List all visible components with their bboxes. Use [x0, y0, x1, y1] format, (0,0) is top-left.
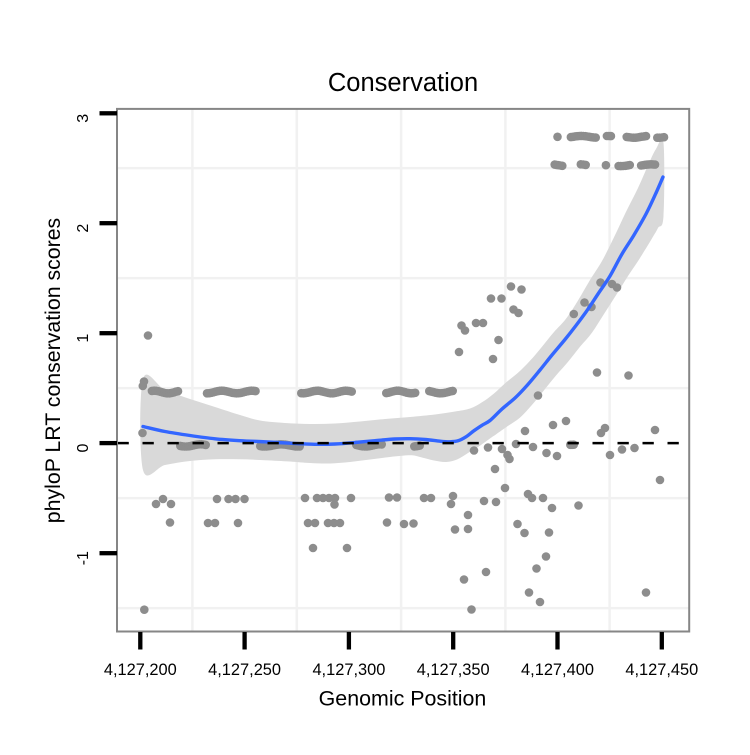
svg-text:4,127,450: 4,127,450 [625, 661, 698, 679]
svg-text:-1: -1 [75, 551, 92, 565]
svg-text:4,127,200: 4,127,200 [104, 661, 177, 679]
svg-text:4,127,300: 4,127,300 [312, 661, 385, 679]
svg-text:4,127,400: 4,127,400 [521, 661, 594, 679]
svg-text:1: 1 [75, 334, 92, 343]
svg-text:Conservation: Conservation [328, 69, 478, 97]
svg-text:2: 2 [75, 224, 92, 233]
svg-text:4,127,350: 4,127,350 [417, 661, 490, 679]
svg-text:Genomic Position: Genomic Position [319, 687, 487, 711]
svg-text:phyloP LRT conservation scores: phyloP LRT conservation scores [41, 218, 65, 523]
svg-text:4,127,250: 4,127,250 [208, 661, 281, 679]
svg-text:3: 3 [75, 114, 92, 123]
svg-text:0: 0 [75, 444, 92, 453]
